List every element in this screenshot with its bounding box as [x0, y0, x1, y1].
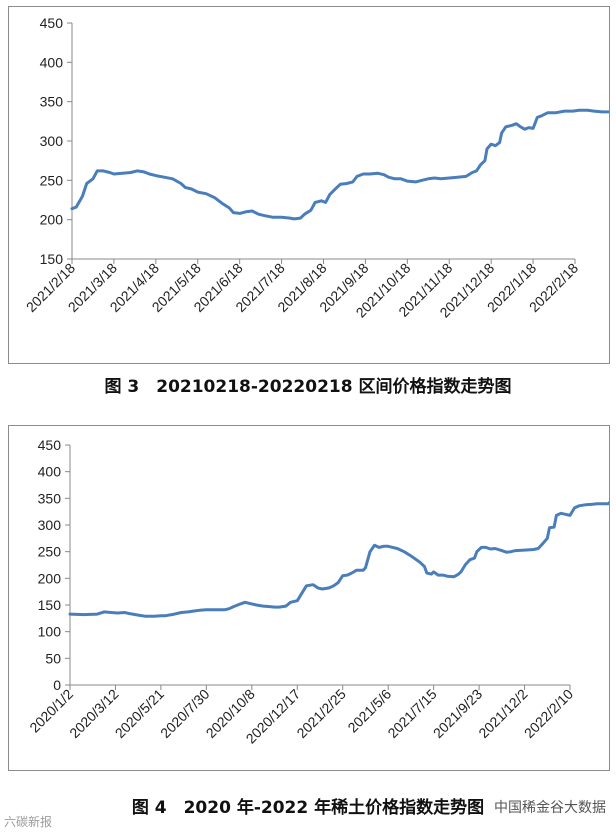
- y-tick-label: 300: [38, 517, 62, 533]
- y-tick-label: 350: [38, 490, 62, 506]
- y-tick-label: 300: [40, 133, 64, 149]
- watermark-right: 中国稀金谷大数据: [494, 800, 606, 816]
- x-tick-label: 2021/2/25: [293, 686, 349, 742]
- series-line: [70, 108, 609, 221]
- y-tick-label: 0: [53, 677, 61, 693]
- y-tick-label: 400: [40, 54, 64, 70]
- series-line: [68, 500, 609, 618]
- y-tick-label: 50: [45, 650, 61, 666]
- y-tick-label: 400: [38, 464, 62, 480]
- y-tick-label: 100: [38, 624, 62, 640]
- y-tick-label: 250: [38, 544, 62, 560]
- x-tick-label: 2022/2/10: [521, 686, 577, 742]
- figure-3-caption: 图 3 20210218-20220218 区间价格指数走势图: [104, 377, 512, 397]
- figure-4-caption: 图 4 2020 年-2022 年稀土价格指数走势图: [131, 798, 485, 818]
- y-tick-label: 150: [40, 251, 64, 267]
- chart-frame-1: 150 200 250 300 350 400 450 2021/2/18 2021/3/18 2…: [8, 6, 610, 364]
- chart-4-rare-earth-index: 0501001502002503003504004502020/1/22020/…: [26, 437, 609, 747]
- y-tick-label: 250: [40, 172, 64, 188]
- watermark-left: 六碳新报: [4, 815, 53, 829]
- y-tick-label: 200: [40, 212, 64, 228]
- y-tick-label: 450: [38, 437, 62, 453]
- y-tick-label: 450: [40, 15, 64, 31]
- chart-3-price-index: 1502002503003504004502021/2/182021/3/182…: [23, 15, 609, 321]
- y-tick-label: 350: [40, 94, 64, 110]
- y-tick-label: 200: [38, 570, 62, 586]
- y-tick-label: 150: [38, 597, 62, 613]
- chart-frame-2: 0 50 100 150 200 250 300 350 400 450 2020/1/2 2020/…: [8, 425, 610, 771]
